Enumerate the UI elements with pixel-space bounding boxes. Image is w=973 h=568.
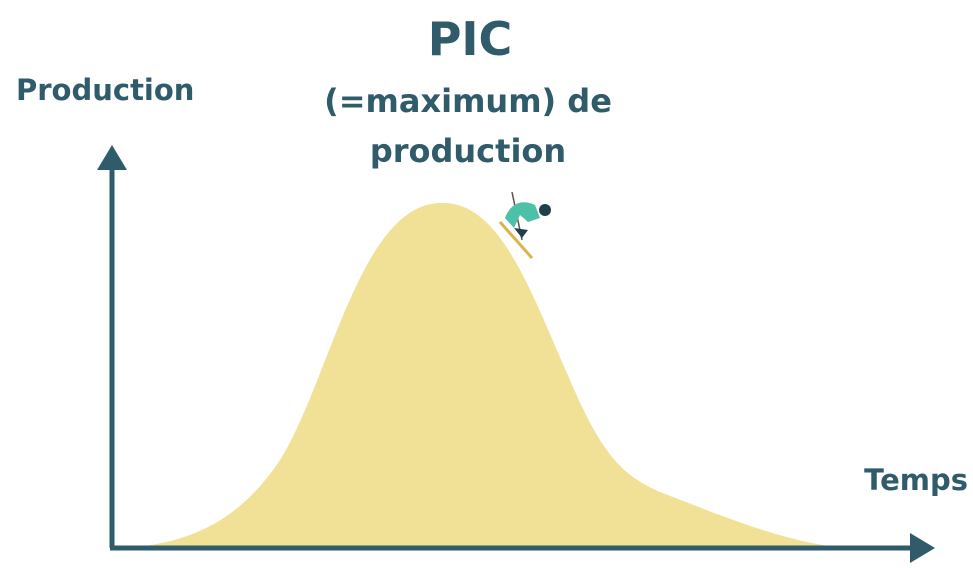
title-line: production (370, 132, 566, 170)
y-axis-label: Production (16, 73, 194, 107)
production-curve (120, 202, 850, 549)
title-heading: PIC (428, 12, 513, 66)
x-axis-label: Temps (864, 463, 968, 497)
skier (498, 191, 551, 259)
y-axis-arrow (97, 145, 127, 170)
x-axis-arrow (910, 533, 935, 563)
title-line: (=maximum) de (324, 82, 612, 120)
